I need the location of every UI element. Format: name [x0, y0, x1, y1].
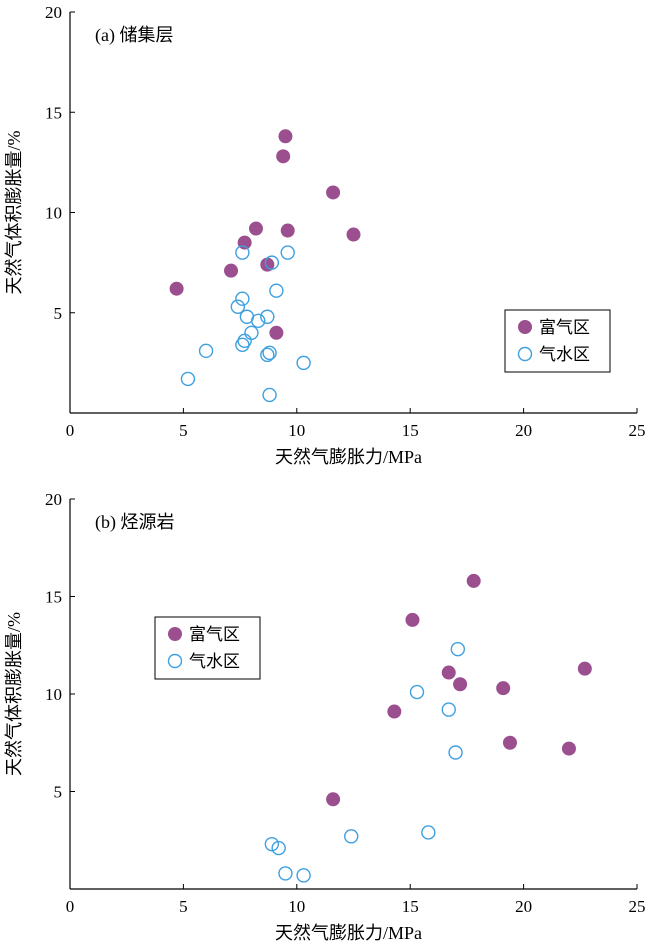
y-tick-label: 10	[45, 685, 62, 704]
data-point-series-2	[251, 313, 266, 328]
x-tick-label: 5	[179, 421, 188, 440]
legend-marker-series-1	[518, 320, 532, 334]
data-point-series-1	[441, 665, 456, 680]
data-point-series-2	[230, 299, 246, 314]
data-point-series-2	[264, 836, 280, 852]
x-axis-title: 天然气膨胀力/MPa	[275, 447, 422, 467]
data-point-series-2	[235, 245, 250, 260]
data-point-series-1	[502, 735, 517, 750]
data-point-series-1	[387, 704, 402, 719]
legend-label-series-2: 气水区	[539, 345, 590, 364]
data-point-series-1	[169, 281, 184, 296]
data-point-series-2	[180, 371, 196, 387]
data-point-series-2	[262, 387, 277, 403]
x-tick-label: 10	[288, 897, 305, 916]
y-tick-label: 10	[45, 204, 62, 223]
data-point-series-2	[271, 840, 286, 856]
x-tick-label: 10	[288, 421, 305, 440]
data-point-series-2	[269, 283, 284, 298]
data-point-series-1	[276, 149, 291, 164]
data-point-series-1	[577, 661, 592, 676]
data-point-series-2	[450, 641, 466, 657]
data-point-series-2	[421, 825, 436, 840]
data-point-series-2	[262, 345, 277, 361]
y-tick-label: 5	[54, 783, 63, 802]
x-tick-label: 15	[402, 421, 419, 440]
data-point-series-1	[280, 223, 295, 238]
chart-panel-2: 0 5 10 15 20 25 5 10 15 20 天然气膨胀力/MPa 天然气体积膨胀量/% (b)…	[4, 490, 646, 943]
legend-label-series-1: 富气区	[539, 318, 590, 337]
data-point-series-1	[346, 227, 361, 242]
x-tick-label: 20	[515, 897, 532, 916]
y-tick-label: 20	[45, 490, 62, 509]
data-point-series-2	[260, 347, 275, 363]
data-point-series-2	[264, 255, 280, 270]
x-tick-label: 25	[629, 421, 646, 440]
data-point-series-2	[409, 684, 425, 700]
data-point-series-1	[326, 185, 341, 200]
data-point-series-1	[326, 792, 341, 807]
y-tick-label: 5	[54, 304, 63, 323]
data-point-series-2	[235, 291, 250, 306]
data-point-series-2	[296, 355, 311, 371]
data-point-series-2	[244, 325, 259, 340]
data-point-series-2	[260, 309, 275, 324]
legend-label-series-2: 气水区	[189, 652, 240, 671]
data-point-series-1	[466, 573, 481, 588]
data-point-series-1	[224, 263, 239, 278]
data-point-series-2	[344, 829, 359, 844]
data-point-series-1	[453, 677, 468, 692]
data-point-series-1	[278, 129, 293, 144]
data-point-series-1	[405, 612, 420, 627]
data-point-series-2	[278, 866, 293, 881]
y-axis-title: 天然气体积膨胀量/%	[4, 130, 24, 294]
legend-marker-series-2	[167, 653, 183, 669]
chart-panel-1: 0 5 10 15 20 25 5 10 15 20 天然气膨胀力/MPa 天然气体积膨胀量/% (a)…	[4, 3, 646, 467]
data-point-series-1	[269, 325, 284, 340]
y-tick-label: 15	[45, 103, 62, 122]
x-tick-label: 5	[179, 897, 188, 916]
data-point-series-2	[441, 702, 456, 717]
panel-label: (b) 烃源岩	[95, 512, 175, 533]
data-point-series-2	[198, 343, 214, 359]
legend-marker-series-2	[517, 346, 533, 362]
data-point-series-2	[448, 745, 463, 760]
legend-box	[154, 616, 261, 680]
x-tick-label: 0	[66, 421, 75, 440]
y-tick-label: 15	[45, 588, 62, 607]
data-point-series-2	[296, 868, 311, 883]
legend-marker-series-1	[168, 627, 182, 641]
data-point-series-1	[561, 741, 576, 756]
data-point-series-1	[496, 681, 511, 696]
y-axis-title: 天然气体积膨胀量/%	[4, 612, 24, 776]
legend-box	[504, 309, 611, 373]
x-tick-label: 25	[629, 897, 646, 916]
data-point-series-2	[280, 245, 295, 260]
data-point-series-2	[237, 333, 252, 349]
x-tick-label: 15	[402, 897, 419, 916]
panel-label: (a) 储集层	[95, 25, 173, 46]
data-point-series-1	[248, 221, 263, 236]
x-tick-label: 20	[515, 421, 532, 440]
x-axis-title: 天然气膨胀力/MPa	[275, 923, 422, 943]
legend-label-series-1: 富气区	[189, 625, 240, 644]
y-tick-label: 20	[45, 3, 62, 22]
x-tick-label: 0	[66, 897, 75, 916]
